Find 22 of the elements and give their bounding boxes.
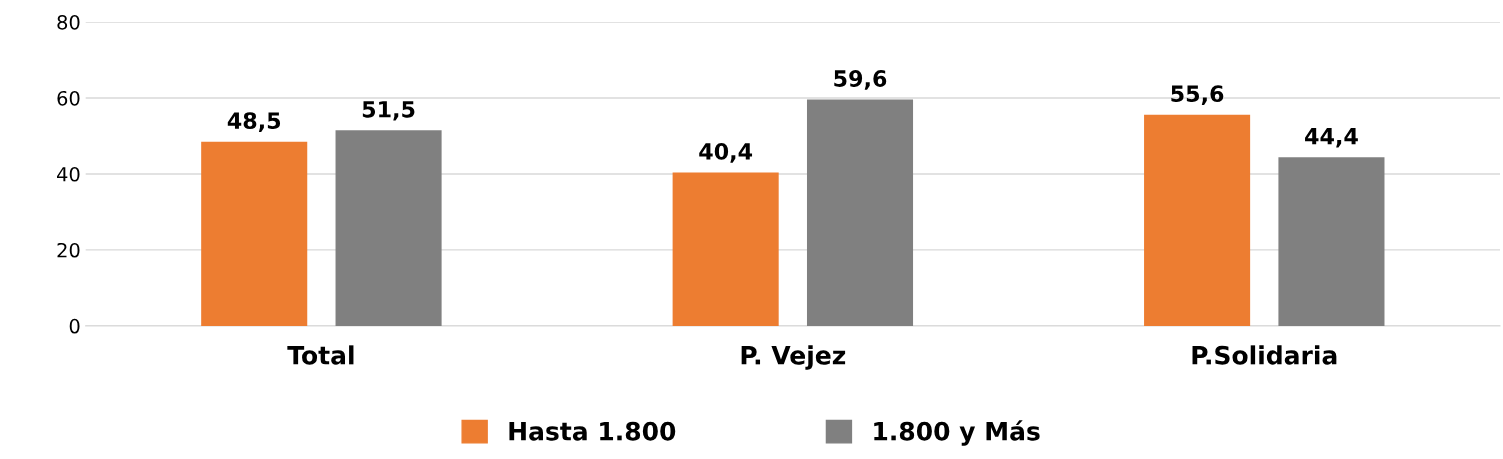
- bar: [806, 99, 914, 326]
- y-tick-label: 40: [57, 166, 80, 182]
- y-tick-label: 60: [57, 90, 80, 106]
- y-tick-label: 80: [57, 14, 80, 30]
- x-tick-label: P.Solidaria: [1192, 345, 1337, 365]
- data-label: 51,5: [362, 101, 415, 121]
- data-label: 40,4: [699, 142, 753, 163]
- x-tick-label: P. Vejez: [741, 345, 846, 370]
- x-tick-label: Total: [287, 345, 354, 365]
- data-label: 59,6: [834, 70, 887, 90]
- bar: [672, 172, 779, 326]
- y-tick-label: 0: [69, 318, 80, 334]
- legend-label: Hasta 1.800: [509, 421, 676, 441]
- legend-label: 1.800 y Más: [874, 420, 1040, 446]
- data-label: 44,4: [1305, 128, 1358, 148]
- bar: [335, 130, 442, 326]
- bar: [1278, 157, 1385, 326]
- data-label: 55,6: [1171, 85, 1224, 105]
- bar: [201, 141, 308, 326]
- data-label: 48,5: [227, 112, 281, 132]
- bar: [1144, 114, 1251, 326]
- y-tick-label: 20: [57, 242, 80, 258]
